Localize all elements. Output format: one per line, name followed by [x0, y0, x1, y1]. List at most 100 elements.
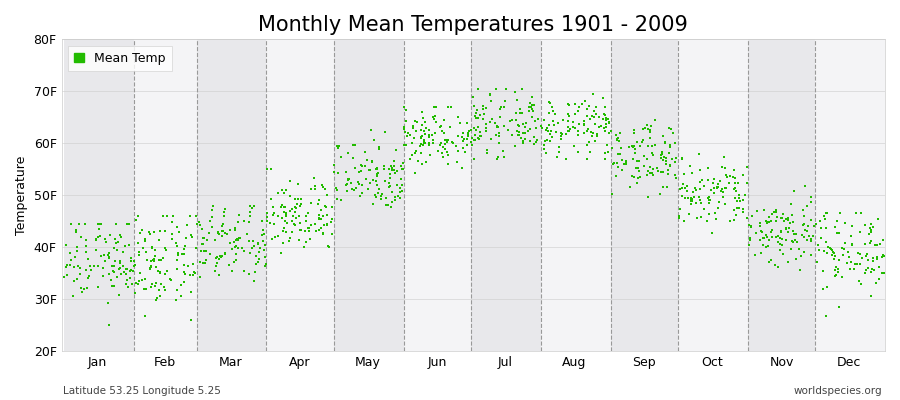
Point [276, 228, 291, 234]
Point [825, 248, 840, 255]
Point [332, 143, 347, 149]
Point [470, 107, 484, 113]
Point [700, 177, 715, 184]
Point [215, 221, 230, 228]
Point [159, 247, 174, 253]
Point [365, 159, 380, 165]
Point [548, 128, 562, 135]
Point [329, 142, 344, 149]
Point [390, 168, 404, 175]
Point [128, 262, 142, 269]
Point [166, 213, 180, 219]
Point [827, 224, 842, 230]
Point [851, 250, 866, 256]
Point [728, 180, 742, 186]
Bar [748, 39, 815, 351]
Point [662, 162, 677, 169]
Point [870, 254, 885, 260]
Point [451, 114, 465, 120]
Point [730, 198, 744, 204]
Point [116, 268, 130, 275]
Point [107, 244, 122, 251]
Point [490, 123, 504, 129]
Point [136, 245, 150, 251]
Point [850, 261, 864, 268]
Point [627, 150, 642, 156]
Point [320, 222, 335, 228]
Point [662, 142, 677, 148]
Point [702, 200, 716, 206]
Point [334, 154, 348, 160]
Point [804, 251, 818, 258]
Point [548, 110, 562, 117]
Point [91, 284, 105, 290]
Point [468, 132, 482, 139]
Point [693, 167, 707, 173]
Point [360, 157, 374, 164]
Point [317, 222, 331, 228]
Point [256, 230, 271, 237]
Point [641, 194, 655, 200]
Point [456, 130, 471, 136]
Point [210, 254, 224, 260]
Point [588, 120, 602, 127]
Point [858, 241, 872, 247]
Point [460, 120, 474, 126]
Point [580, 142, 594, 148]
Point [384, 203, 399, 210]
Point [148, 256, 162, 262]
Point [525, 113, 539, 120]
Point [190, 221, 204, 228]
Point [868, 242, 882, 248]
Point [425, 132, 439, 138]
Point [299, 238, 313, 245]
Point [554, 130, 568, 136]
Point [304, 186, 319, 192]
Point [417, 138, 431, 144]
Point [196, 260, 211, 266]
Point [699, 218, 714, 224]
Point [596, 95, 610, 101]
Point [63, 261, 77, 268]
Point [446, 140, 460, 146]
Point [706, 185, 721, 192]
Point [255, 218, 269, 224]
Point [223, 240, 238, 246]
Point [727, 206, 742, 213]
Point [854, 210, 868, 217]
Point [838, 220, 852, 226]
Point [646, 172, 661, 178]
Point [330, 187, 345, 194]
Point [542, 109, 556, 116]
Point [491, 153, 505, 160]
Point [760, 219, 775, 225]
Point [339, 182, 354, 189]
Point [302, 225, 316, 231]
Point [120, 221, 134, 227]
Point [705, 230, 719, 236]
Point [491, 132, 506, 139]
Point [418, 140, 432, 146]
Point [372, 186, 386, 193]
Point [643, 169, 657, 176]
Point [230, 237, 245, 244]
Point [375, 190, 390, 197]
Point [170, 224, 184, 231]
Point [845, 240, 859, 247]
Point [510, 128, 525, 134]
Point [357, 149, 372, 156]
Point [183, 213, 197, 219]
Point [778, 226, 793, 232]
Point [752, 223, 767, 229]
Point [107, 258, 122, 264]
Point [745, 213, 760, 220]
Point [706, 190, 721, 196]
Point [466, 103, 481, 110]
Point [796, 222, 810, 228]
Point [395, 187, 410, 194]
Point [817, 216, 832, 222]
Point [382, 184, 396, 190]
Point [615, 167, 629, 173]
Point [104, 263, 119, 270]
Point [664, 156, 679, 162]
